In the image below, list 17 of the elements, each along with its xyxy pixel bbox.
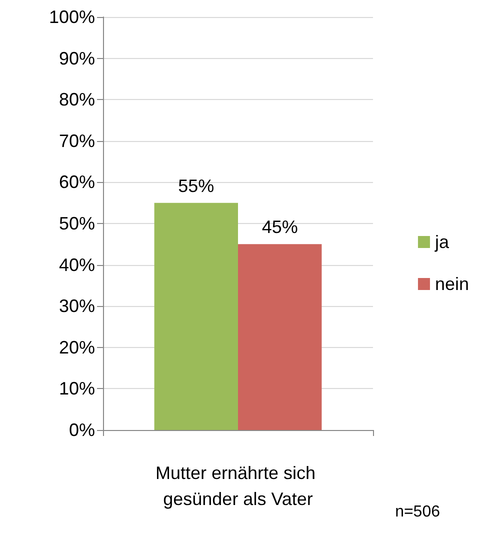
- y-tick-label: 40%: [58, 254, 95, 275]
- y-tick-label: 70%: [58, 130, 95, 151]
- y-tick-label: 50%: [58, 214, 95, 234]
- y-tick-label: 60%: [58, 172, 95, 192]
- data-label: 45%: [262, 217, 298, 238]
- y-tick-label: 20%: [58, 337, 95, 358]
- data-label: 55%: [178, 176, 214, 196]
- y-tick-label: 0%: [68, 420, 95, 440]
- y-tick-label: 30%: [58, 296, 95, 316]
- y-tick-label: 10%: [58, 378, 95, 399]
- y-tick-label: 80%: [58, 90, 95, 110]
- legend-label: ja: [434, 232, 450, 252]
- legend-label: nein: [434, 274, 469, 294]
- text: n=506: [395, 504, 440, 520]
- x-tick-label: Mutter ernährte sich gesünder als Vater: [155, 463, 321, 509]
- y-tick-label: 90%: [58, 48, 95, 68]
- y-tick-label: 100%: [48, 7, 95, 27]
